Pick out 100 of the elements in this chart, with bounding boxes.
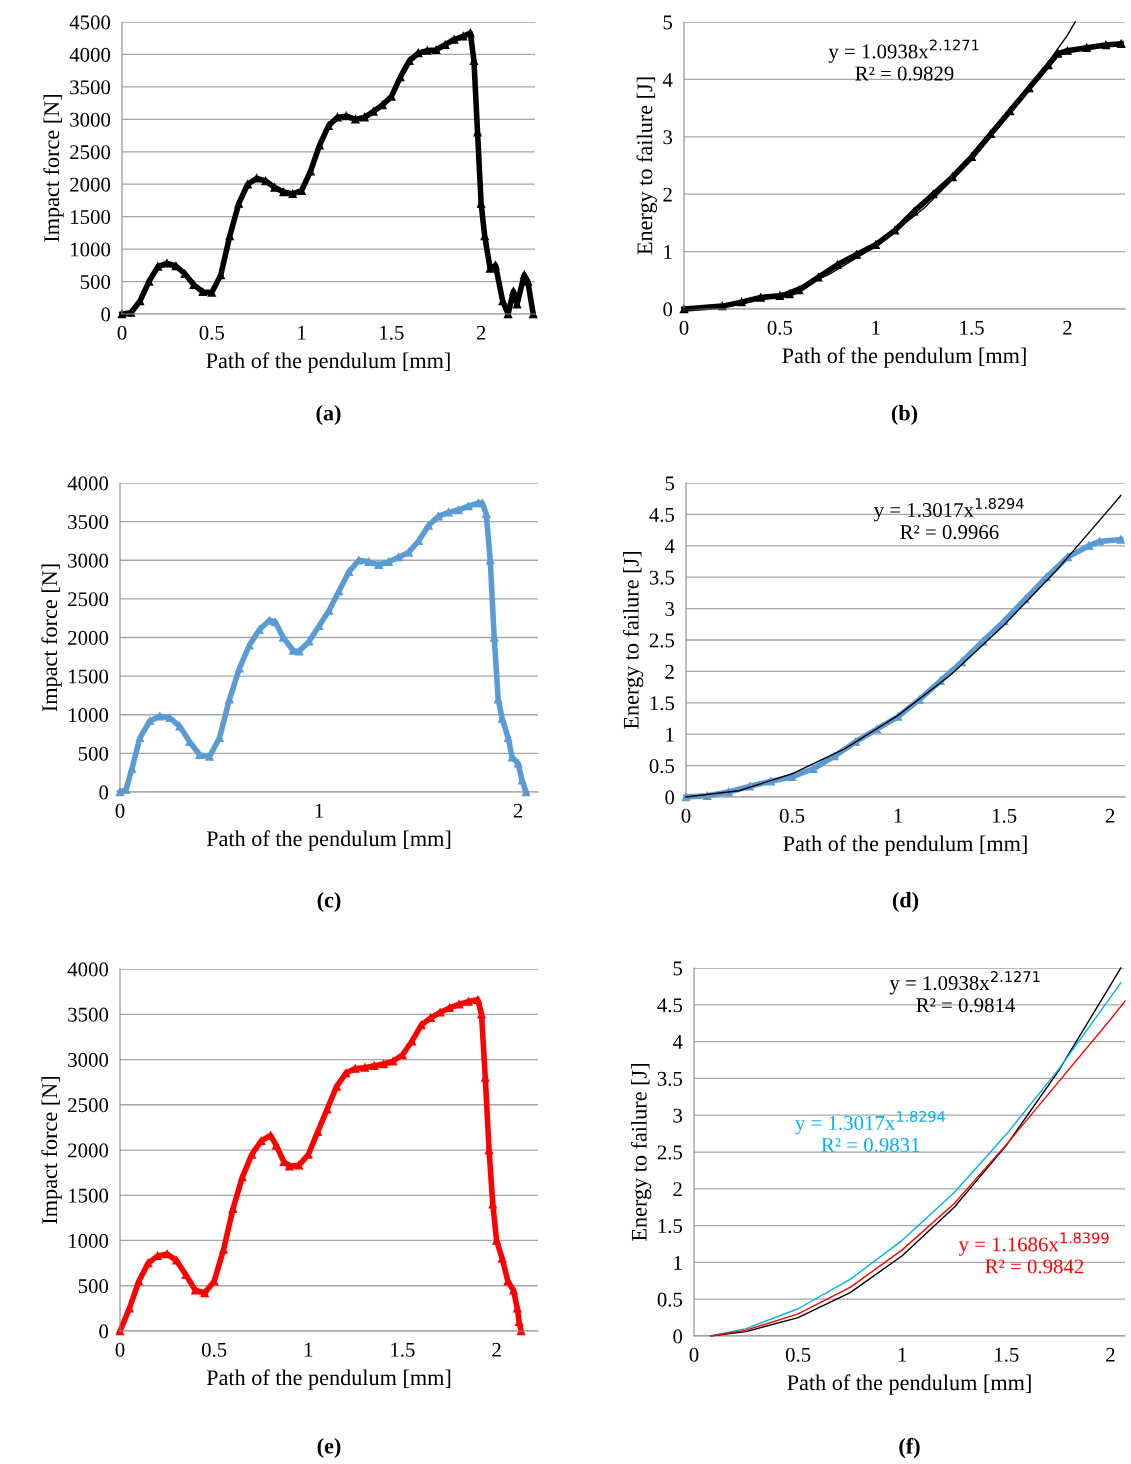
text: (e) (317, 1437, 341, 1459)
y-tick-label: 3500 (68, 1007, 109, 1022)
y-tick-label: 1000 (69, 1233, 109, 1248)
y-axis-title: Energy to failure [J] (630, 1064, 652, 1241)
y-tick-label: 0 (101, 307, 111, 322)
y-tick-label: 2000 (68, 1143, 109, 1158)
y-tick-label: 2.5 (649, 633, 675, 648)
x-tick-label: 2 (492, 1342, 501, 1357)
y-tick-label: 3 (663, 130, 673, 145)
x-axis-title: Path of the pendulum [mm] (206, 830, 451, 851)
y-tick-label: 4 (672, 1035, 683, 1049)
y-tick-label: 2500 (68, 1098, 109, 1113)
y-tick-label: 1500 (69, 1188, 109, 1203)
y-axis-title: Energy to failure [J] (622, 552, 644, 729)
x-tick-label: 0.5 (779, 808, 805, 823)
y-tick-label: 2500 (70, 145, 111, 160)
x-tick-label: 0.5 (785, 1347, 811, 1362)
y-tick-label: 3.5 (649, 570, 675, 585)
y-tick-label: 0 (99, 1324, 109, 1339)
x-tick-label: 0 (117, 325, 127, 340)
x-tick-label: 2 (1106, 1347, 1115, 1362)
y-tick-label: 4 (662, 72, 673, 87)
y-tick-label: 1.5 (658, 1219, 683, 1234)
series-label: y = 1.1686x$^{1.8399}$ R² = 0.9842 (958, 1232, 1109, 1274)
y-tick-label: 4000 (69, 47, 111, 62)
y-axis-title: Impact force [N] (43, 95, 64, 242)
text: (a) (316, 404, 341, 426)
y-tick-label: 4 (664, 539, 675, 554)
y-tick-label: 2500 (68, 592, 109, 607)
y-tick-label: 2.5 (657, 1145, 683, 1160)
x-axis-title: Path of the pendulum [mm] (782, 347, 1026, 368)
x-tick-label: 0 (115, 1342, 125, 1357)
x-tick-label: 0 (115, 803, 125, 818)
x-tick-label: 1 (894, 808, 903, 823)
y-tick-label: 0 (665, 790, 675, 805)
y-tick-label: 0 (673, 1329, 683, 1344)
text: y = 1.0938x$^{2.1271}$ R² = 0.9814 (889, 971, 1040, 1013)
y-tick-label: 5 (673, 961, 683, 976)
x-tick-label: 2 (476, 325, 486, 340)
y-tick-label: 3500 (68, 515, 109, 530)
y-tick-label: 3000 (70, 112, 111, 127)
x-axis-title: Path of the pendulum [mm] (787, 1374, 1031, 1395)
y-tick-label: 0 (663, 302, 673, 317)
y-tick-label: 500 (80, 274, 111, 289)
x-tick-label: 1.5 (391, 1342, 415, 1357)
x-axis-title: Path of the pendulum [mm] (783, 835, 1027, 856)
x-tick-label: 1 (298, 325, 306, 340)
x-tick-label: 1.5 (380, 325, 404, 340)
x-tick-label: 0.5 (767, 320, 793, 335)
x-tick-label: 2 (513, 803, 523, 818)
y-tick-label: 2000 (70, 177, 111, 192)
y-tick-label: 4.5 (657, 998, 683, 1013)
text: (b) (891, 404, 918, 426)
x-tick-label: 1.5 (960, 320, 984, 335)
x-tick-label: 1 (304, 1342, 313, 1357)
x-tick-label: 0.5 (201, 1342, 227, 1357)
y-tick-label: 2000 (68, 630, 109, 645)
y-tick-label: 5 (665, 476, 675, 491)
y-tick-label: 1 (666, 727, 674, 742)
y-axis-title: Impact force [N] (41, 1077, 62, 1224)
y-tick-label: 1.5 (650, 696, 675, 711)
y-tick-label: 0.5 (649, 758, 675, 774)
x-axis-title: Path of the pendulum [mm] (206, 352, 450, 373)
x-tick-label: 2 (1105, 808, 1115, 823)
text: y = 1.0938x$^{2.1271}$ R² = 0.9829 (828, 39, 979, 81)
y-tick-label: 1500 (71, 210, 111, 225)
y-tick-label: 1000 (69, 708, 109, 723)
x-tick-label: 1 (315, 803, 324, 818)
text: (f) (899, 1437, 920, 1459)
y-tick-label: 1000 (71, 242, 111, 257)
y-tick-label: 4500 (69, 15, 111, 30)
y-tick-label: 1 (664, 245, 672, 259)
x-tick-label: 0 (689, 1347, 699, 1362)
y-tick-label: 2 (665, 664, 674, 679)
y-tick-label: 3 (673, 1108, 683, 1123)
y-tick-label: 1500 (69, 669, 109, 684)
x-tick-label: 1.5 (995, 1347, 1019, 1362)
y-tick-label: 3000 (68, 553, 109, 568)
y-tick-label: 1 (674, 1255, 682, 1270)
x-tick-label: 2 (1063, 320, 1072, 335)
y-tick-label: 0.5 (657, 1292, 683, 1307)
x-axis-title: Path of the pendulum [mm] (206, 1369, 451, 1390)
y-tick-label: 500 (78, 1279, 109, 1294)
text: (c) (317, 891, 341, 913)
y-tick-label: 4000 (67, 962, 109, 977)
y-tick-label: 3.5 (657, 1071, 683, 1086)
x-tick-label: 1 (898, 1347, 907, 1362)
text: (d) (892, 891, 919, 913)
y-tick-label: 5 (663, 15, 673, 30)
y-tick-label: 2 (663, 187, 672, 202)
x-tick-label: 1.5 (992, 808, 1017, 823)
y-axis-title: Energy to failure [J] (636, 77, 657, 255)
y-tick-label: 0 (99, 785, 109, 800)
x-tick-label: 0.5 (199, 325, 224, 340)
y-tick-label: 4.5 (649, 507, 675, 522)
y-axis-title: Impact force [N] (41, 564, 62, 712)
x-tick-label: 1 (872, 320, 880, 335)
y-tick-label: 2 (673, 1182, 682, 1197)
y-tick-label: 3500 (70, 80, 111, 95)
y-tick-label: 4000 (67, 476, 109, 491)
